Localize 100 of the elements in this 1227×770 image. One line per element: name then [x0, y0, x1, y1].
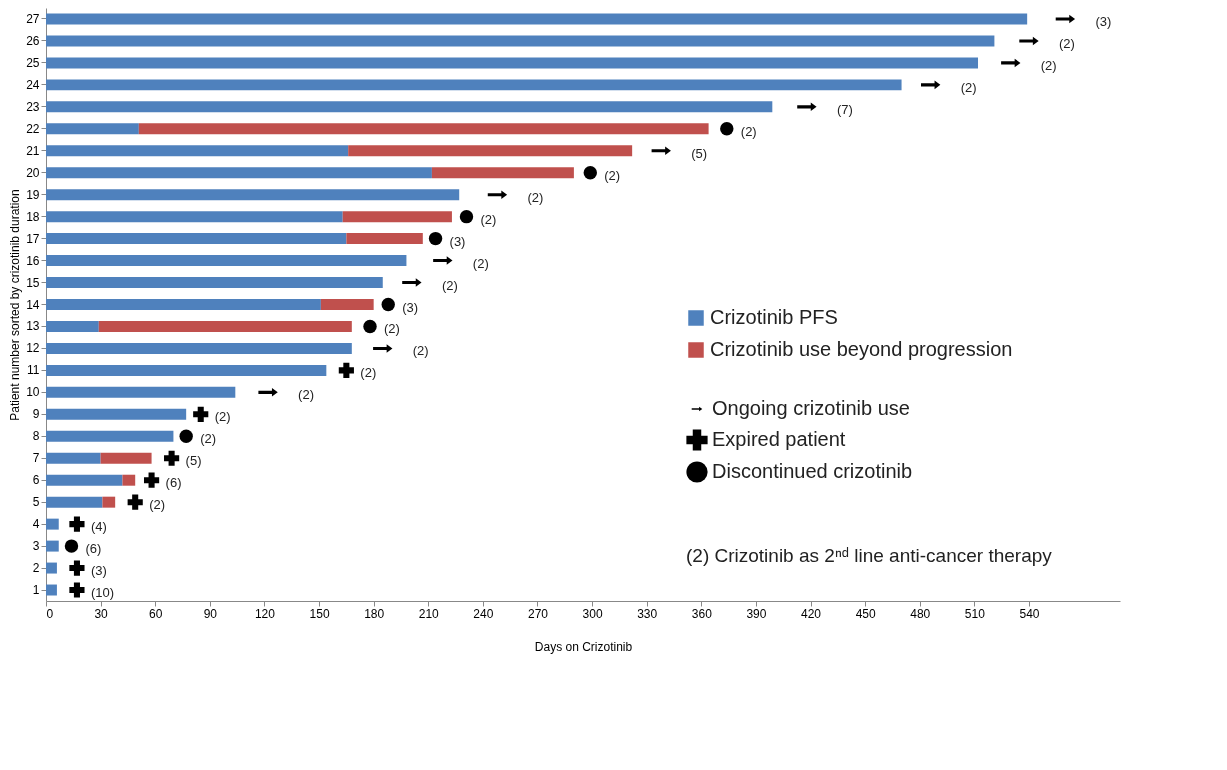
- bar: [320, 299, 374, 310]
- y-tick-label: 3: [32, 539, 40, 554]
- bar: [46, 452, 101, 464]
- annotation: (3): [1095, 13, 1112, 29]
- x-tick-label: 540: [1019, 606, 1040, 621]
- annotation: (6): [165, 475, 182, 491]
- x-tick-label: 30: [94, 606, 109, 621]
- annotation: (2): [740, 123, 757, 139]
- bar: [46, 79, 902, 91]
- point: [583, 166, 597, 180]
- bar: [46, 299, 321, 310]
- bar: [46, 145, 349, 157]
- point: [69, 560, 85, 576]
- y-tick-label: 1: [32, 583, 40, 598]
- x-tick-label: 210: [418, 606, 440, 621]
- legend-label: Ongoing crizotinib use: [712, 397, 910, 419]
- bar: [46, 35, 995, 47]
- bar: [46, 386, 236, 398]
- point: [381, 297, 395, 312]
- point: [428, 231, 443, 246]
- x-tick-label: 390: [746, 606, 767, 621]
- y-tick-label: 23: [26, 99, 40, 114]
- x-tick-label: 480: [910, 606, 931, 621]
- y-tick-label: 25: [26, 55, 40, 70]
- x-axis-title: Days on Crizotinib: [534, 639, 633, 654]
- x-tick-label: 240: [473, 606, 494, 621]
- bar: [46, 233, 347, 245]
- annotation: (2): [298, 387, 314, 403]
- bar: [46, 57, 979, 69]
- bar: [46, 342, 352, 354]
- annotation: (2): [214, 409, 231, 425]
- bar: [46, 364, 327, 376]
- y-tick-label: 15: [26, 275, 40, 290]
- bar: [46, 408, 187, 420]
- point: [69, 582, 85, 598]
- bar: [46, 540, 59, 552]
- annotation: (10): [90, 585, 115, 601]
- x-tick-label: 360: [691, 606, 713, 621]
- bar: [346, 233, 423, 245]
- y-tick-label: 6: [32, 473, 40, 488]
- bar: [100, 452, 152, 464]
- bar: [46, 189, 460, 201]
- bar: [98, 320, 352, 332]
- point: [720, 122, 734, 136]
- y-tick-label: 14: [26, 297, 40, 312]
- point: [164, 450, 180, 466]
- y-tick-label: 16: [26, 253, 40, 268]
- annotation: (2): [412, 343, 429, 359]
- annotation: (6): [85, 541, 102, 557]
- y-tick-label: 4: [32, 517, 40, 532]
- bar: [431, 167, 574, 179]
- annotation: (2): [960, 79, 977, 95]
- y-tick-label: 2: [32, 561, 40, 576]
- point: [179, 429, 193, 443]
- annotation: (2) Crizotinib as 2ⁿᵈ line anti-cancer therapy: [686, 545, 1053, 566]
- bar: [348, 145, 633, 157]
- bar: [46, 474, 123, 486]
- y-tick-label: 24: [26, 77, 40, 92]
- annotation: (3): [90, 563, 107, 579]
- bar: [138, 123, 709, 135]
- x-tick-label: 300: [582, 606, 603, 621]
- annotation: (5): [691, 145, 708, 161]
- x-tick-label: 150: [309, 606, 330, 621]
- annotation: (2): [360, 365, 377, 381]
- bar: [122, 474, 136, 486]
- legend-label: Discontinued crizotinib: [712, 460, 913, 482]
- y-tick-label: 18: [26, 209, 40, 224]
- x-tick-label: 60: [149, 606, 163, 621]
- y-tick-label: 9: [32, 407, 40, 422]
- x-tick-label: 0: [46, 606, 54, 621]
- point: [193, 406, 209, 422]
- annotation: (2): [527, 189, 544, 205]
- annotation: (4): [90, 519, 107, 535]
- y-tick-label: 19: [26, 187, 40, 202]
- bar: [46, 255, 407, 267]
- bar: [102, 496, 116, 508]
- annotation: (2): [480, 211, 497, 227]
- y-tick-label: 21: [26, 143, 40, 158]
- bar: [46, 123, 139, 135]
- bar: [46, 430, 174, 442]
- x-tick-label: 180: [364, 606, 385, 621]
- bar: [46, 320, 99, 332]
- x-tick-label: 330: [637, 606, 658, 621]
- annotation: (2): [384, 321, 400, 337]
- x-tick-label: 450: [855, 606, 876, 621]
- annotation: (7): [836, 101, 853, 117]
- legend-label: Expired patient: [712, 428, 846, 450]
- y-tick-label: 10: [26, 385, 40, 400]
- y-axis-title: Patient number sorted by crizotinib duration: [8, 189, 23, 421]
- point: [459, 209, 474, 224]
- bar: [342, 211, 452, 223]
- x-tick-label: 120: [254, 606, 276, 621]
- y-tick-label: 20: [26, 165, 40, 180]
- bar: [46, 167, 432, 179]
- annotation: (2): [149, 497, 166, 513]
- annotation: (3): [449, 233, 466, 249]
- x-tick-label: 90: [203, 606, 218, 621]
- y-tick-label: 11: [27, 363, 40, 378]
- annotation: (2): [1040, 57, 1057, 73]
- point: [69, 516, 85, 532]
